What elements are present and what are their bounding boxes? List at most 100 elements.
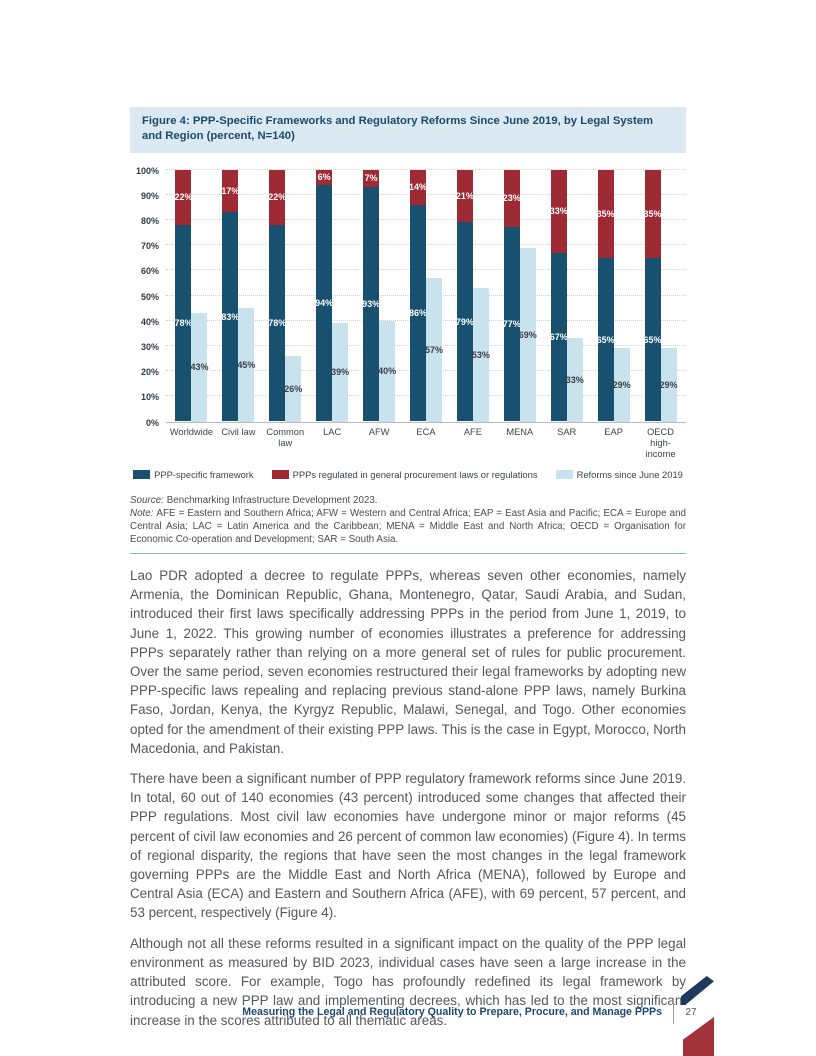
bar-segment-ppp-framework: 83%	[221, 212, 240, 422]
legend-item-ppp-framework: PPP-specific framework	[133, 469, 254, 480]
bar-group: 6% 94% 39%	[309, 169, 356, 422]
bar-segment-ppp-framework: 94%	[315, 184, 333, 422]
figure-note: Note: AFE = Eastern and Southern Africa; …	[130, 507, 686, 546]
body-text: Lao PDR adopted a decree to regulate PPP…	[130, 566, 686, 1030]
figure-chart: 0% 10% 20% 30% 40% 50% 60% 70% 80% 90% 100% 22% 78% 4…	[130, 166, 686, 480]
bar-value-label: 23%	[502, 193, 521, 204]
bar-pair: 33% 67% 33%	[549, 169, 584, 422]
bar-pair: 35% 65% 29%	[596, 169, 631, 422]
bar-value-label: 22%	[268, 192, 287, 203]
stacked-bar: 14% 86%	[408, 169, 427, 422]
page-footer: Measuring the Legal and Regulatory Quali…	[130, 999, 700, 1025]
bar-segment-ppp-framework: 93%	[362, 187, 381, 422]
bar-segment-procurement-laws: 33%	[549, 169, 568, 253]
legend-swatch-red	[271, 469, 289, 479]
bar-segment-ppp-framework: 65%	[597, 257, 615, 422]
bar-group: 33% 67% 33%	[543, 169, 590, 422]
bar-reforms: 29%	[659, 348, 678, 422]
stacked-bar: 35% 65%	[596, 169, 615, 422]
bar-value-label: 21%	[455, 190, 474, 201]
bar-value-label: 77%	[502, 319, 521, 330]
footer-title: Measuring the Legal and Regulatory Quali…	[242, 1006, 662, 1018]
legend-item-procurement-laws: PPPs regulated in general procurement la…	[271, 468, 538, 480]
x-axis-category-label: ECA	[416, 426, 436, 437]
bar-pair: 23% 77% 69%	[502, 169, 537, 422]
bar-reforms: 33%	[565, 338, 584, 422]
bar-value-label: 93%	[362, 299, 381, 310]
y-axis-tick-label: 90%	[140, 190, 159, 201]
bar-value-label: 83%	[221, 311, 240, 322]
bar-pair: 6% 94% 39%	[315, 169, 349, 422]
bar-value-label: 17%	[221, 185, 240, 196]
bar-value-label: 86%	[408, 308, 427, 319]
bar-value-label: 78%	[268, 318, 287, 329]
gridline	[166, 218, 686, 220]
y-axis-tick-label: 0%	[145, 417, 159, 428]
stacked-bar: 6% 94%	[315, 169, 333, 422]
bar-value-label: 43%	[190, 362, 209, 373]
bar-value-label: 29%	[659, 379, 678, 390]
legend-swatch-lightblue	[555, 469, 573, 479]
stacked-bar: 23% 77%	[502, 169, 521, 422]
bar-value-label: 35%	[643, 208, 662, 219]
paragraph-2: There have been a significant number of …	[130, 771, 686, 921]
bar-reforms: 53%	[472, 287, 490, 422]
bar-pair: 22% 78% 26%	[268, 169, 303, 422]
bar-value-label: 22%	[174, 192, 193, 203]
source-label: Source:	[130, 494, 164, 506]
bar-value-label: 14%	[408, 182, 427, 193]
bar-group: 35% 65% 29%	[637, 169, 684, 422]
bar-pair: 14% 86% 57%	[408, 169, 443, 422]
stacked-bar: 17% 83%	[221, 169, 240, 422]
bar-pair: 22% 78% 43%	[174, 169, 209, 422]
y-axis-tick-label: 30%	[140, 341, 159, 352]
figure-source-note: Source: Benchmarking Infrastructure Devel…	[130, 494, 686, 555]
bar-segment-ppp-framework: 65%	[644, 257, 662, 422]
y-axis-tick-label: 60%	[140, 266, 159, 277]
page-content: Figure 4: PPP-Specific Frameworks and Re…	[130, 107, 686, 1030]
stacked-bar: 35% 65%	[643, 169, 662, 422]
bar-value-label: 40%	[378, 366, 397, 377]
bar-pair: 7% 93% 40%	[362, 169, 397, 422]
legend-label: PPPs regulated in general procurement la…	[292, 468, 538, 480]
bar-segment-procurement-laws: 21%	[455, 169, 474, 223]
bar-reforms: 43%	[190, 313, 209, 422]
bar-segment-ppp-framework: 78%	[174, 224, 193, 422]
bar-value-label: 33%	[565, 374, 584, 385]
figure-title-bar: Figure 4: PPP-Specific Frameworks and Re…	[130, 107, 686, 153]
bar-value-label: 67%	[549, 332, 568, 343]
bar-value-label: 29%	[612, 379, 631, 390]
bar-value-label: 78%	[174, 318, 193, 329]
bar-value-label: 26%	[284, 383, 303, 394]
bar-group: 17% 83% 45%	[215, 169, 262, 422]
bar-segment-ppp-framework: 79%	[455, 222, 474, 422]
y-axis-tick-label: 50%	[140, 291, 159, 302]
bar-pair: 21% 79% 53%	[455, 169, 490, 422]
paragraph-1: Lao PDR adopted a decree to regulate PPP…	[130, 568, 686, 756]
note-text: AFE = Eastern and Southern Africa; AFW =…	[130, 507, 686, 546]
bar-value-label: 7%	[364, 173, 378, 184]
stacked-bar: 7% 93%	[362, 169, 381, 422]
bar-reforms: 45%	[237, 308, 255, 422]
x-axis-category-label: Common law	[266, 426, 305, 448]
bar-value-label: 33%	[549, 206, 568, 217]
note-label: Note:	[130, 507, 154, 519]
bar-segment-ppp-framework: 77%	[502, 227, 521, 422]
bar-groups: 22% 78% 43% 17% 83% 45% 22% 78% 26% 6% 94% 39% 7% 93%…	[166, 169, 686, 422]
footer-divider	[673, 1000, 674, 1024]
bar-segment-procurement-laws: 23%	[502, 169, 521, 228]
bar-value-label: 57%	[424, 344, 443, 355]
gridline	[166, 193, 686, 195]
bar-value-label: 6%	[317, 172, 331, 183]
legend-label: Reforms since June 2019	[576, 468, 683, 480]
bar-group: 35% 65% 29%	[590, 169, 637, 422]
stacked-bar: 22% 78%	[174, 169, 193, 422]
gridline	[166, 269, 686, 271]
x-axis-labels: Worldwide Civil law Common law LAC AFW ECA AFE…	[166, 427, 686, 460]
x-axis-category-label: OECD high-income	[645, 426, 676, 459]
bar-value-label: 35%	[596, 208, 615, 219]
gridline	[166, 168, 686, 170]
bar-segment-procurement-laws: 35%	[643, 169, 662, 258]
x-axis-category-label: Worldwide	[169, 426, 214, 437]
bar-value-label: 79%	[455, 316, 474, 327]
